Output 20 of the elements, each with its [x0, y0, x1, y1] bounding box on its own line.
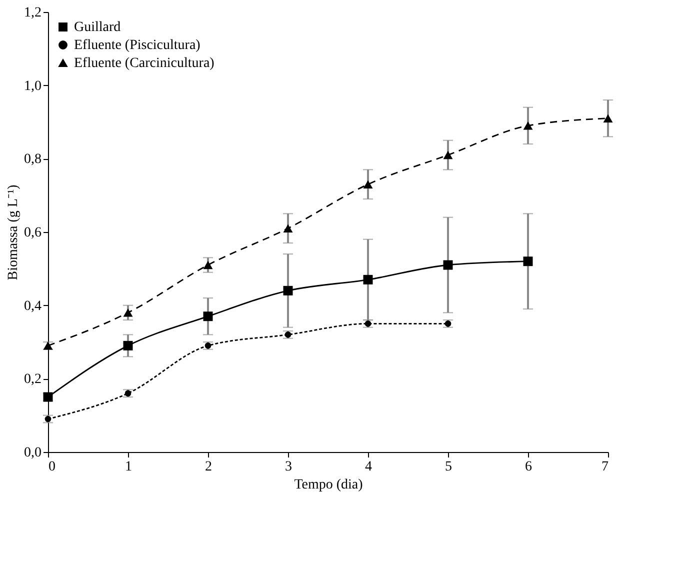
- legend-label: Efluente (Carcinicultura): [74, 56, 215, 71]
- y-tick-label: 0,8: [24, 152, 42, 168]
- x-tick-label: 3: [285, 460, 292, 474]
- y-tick-label: 0,6: [24, 226, 42, 240]
- x-tick-label: 5: [445, 460, 452, 474]
- x-tick-label: 1: [125, 460, 132, 474]
- x-axis-title: Tempo (dia): [294, 478, 364, 492]
- x-tick-label: 2: [205, 460, 212, 474]
- x-tick-label: 4: [365, 460, 372, 474]
- y-tick-label: 0,4: [24, 298, 42, 314]
- y-axis-title: Biomassa (g L⁻¹): [6, 184, 21, 280]
- x-tick-label: 0: [48, 460, 56, 474]
- legend-label: Guillard: [74, 20, 121, 35]
- legend-label: Efluente (Piscicultura): [74, 38, 201, 53]
- y-tick-label: 0,0: [24, 446, 42, 460]
- y-tick-label: 0,2: [24, 372, 42, 388]
- y-tick-label: 1,2: [24, 6, 42, 20]
- x-tick-label: 7: [602, 460, 608, 474]
- y-tick-label: 1,0: [24, 78, 42, 94]
- x-tick-label: 6: [525, 460, 532, 474]
